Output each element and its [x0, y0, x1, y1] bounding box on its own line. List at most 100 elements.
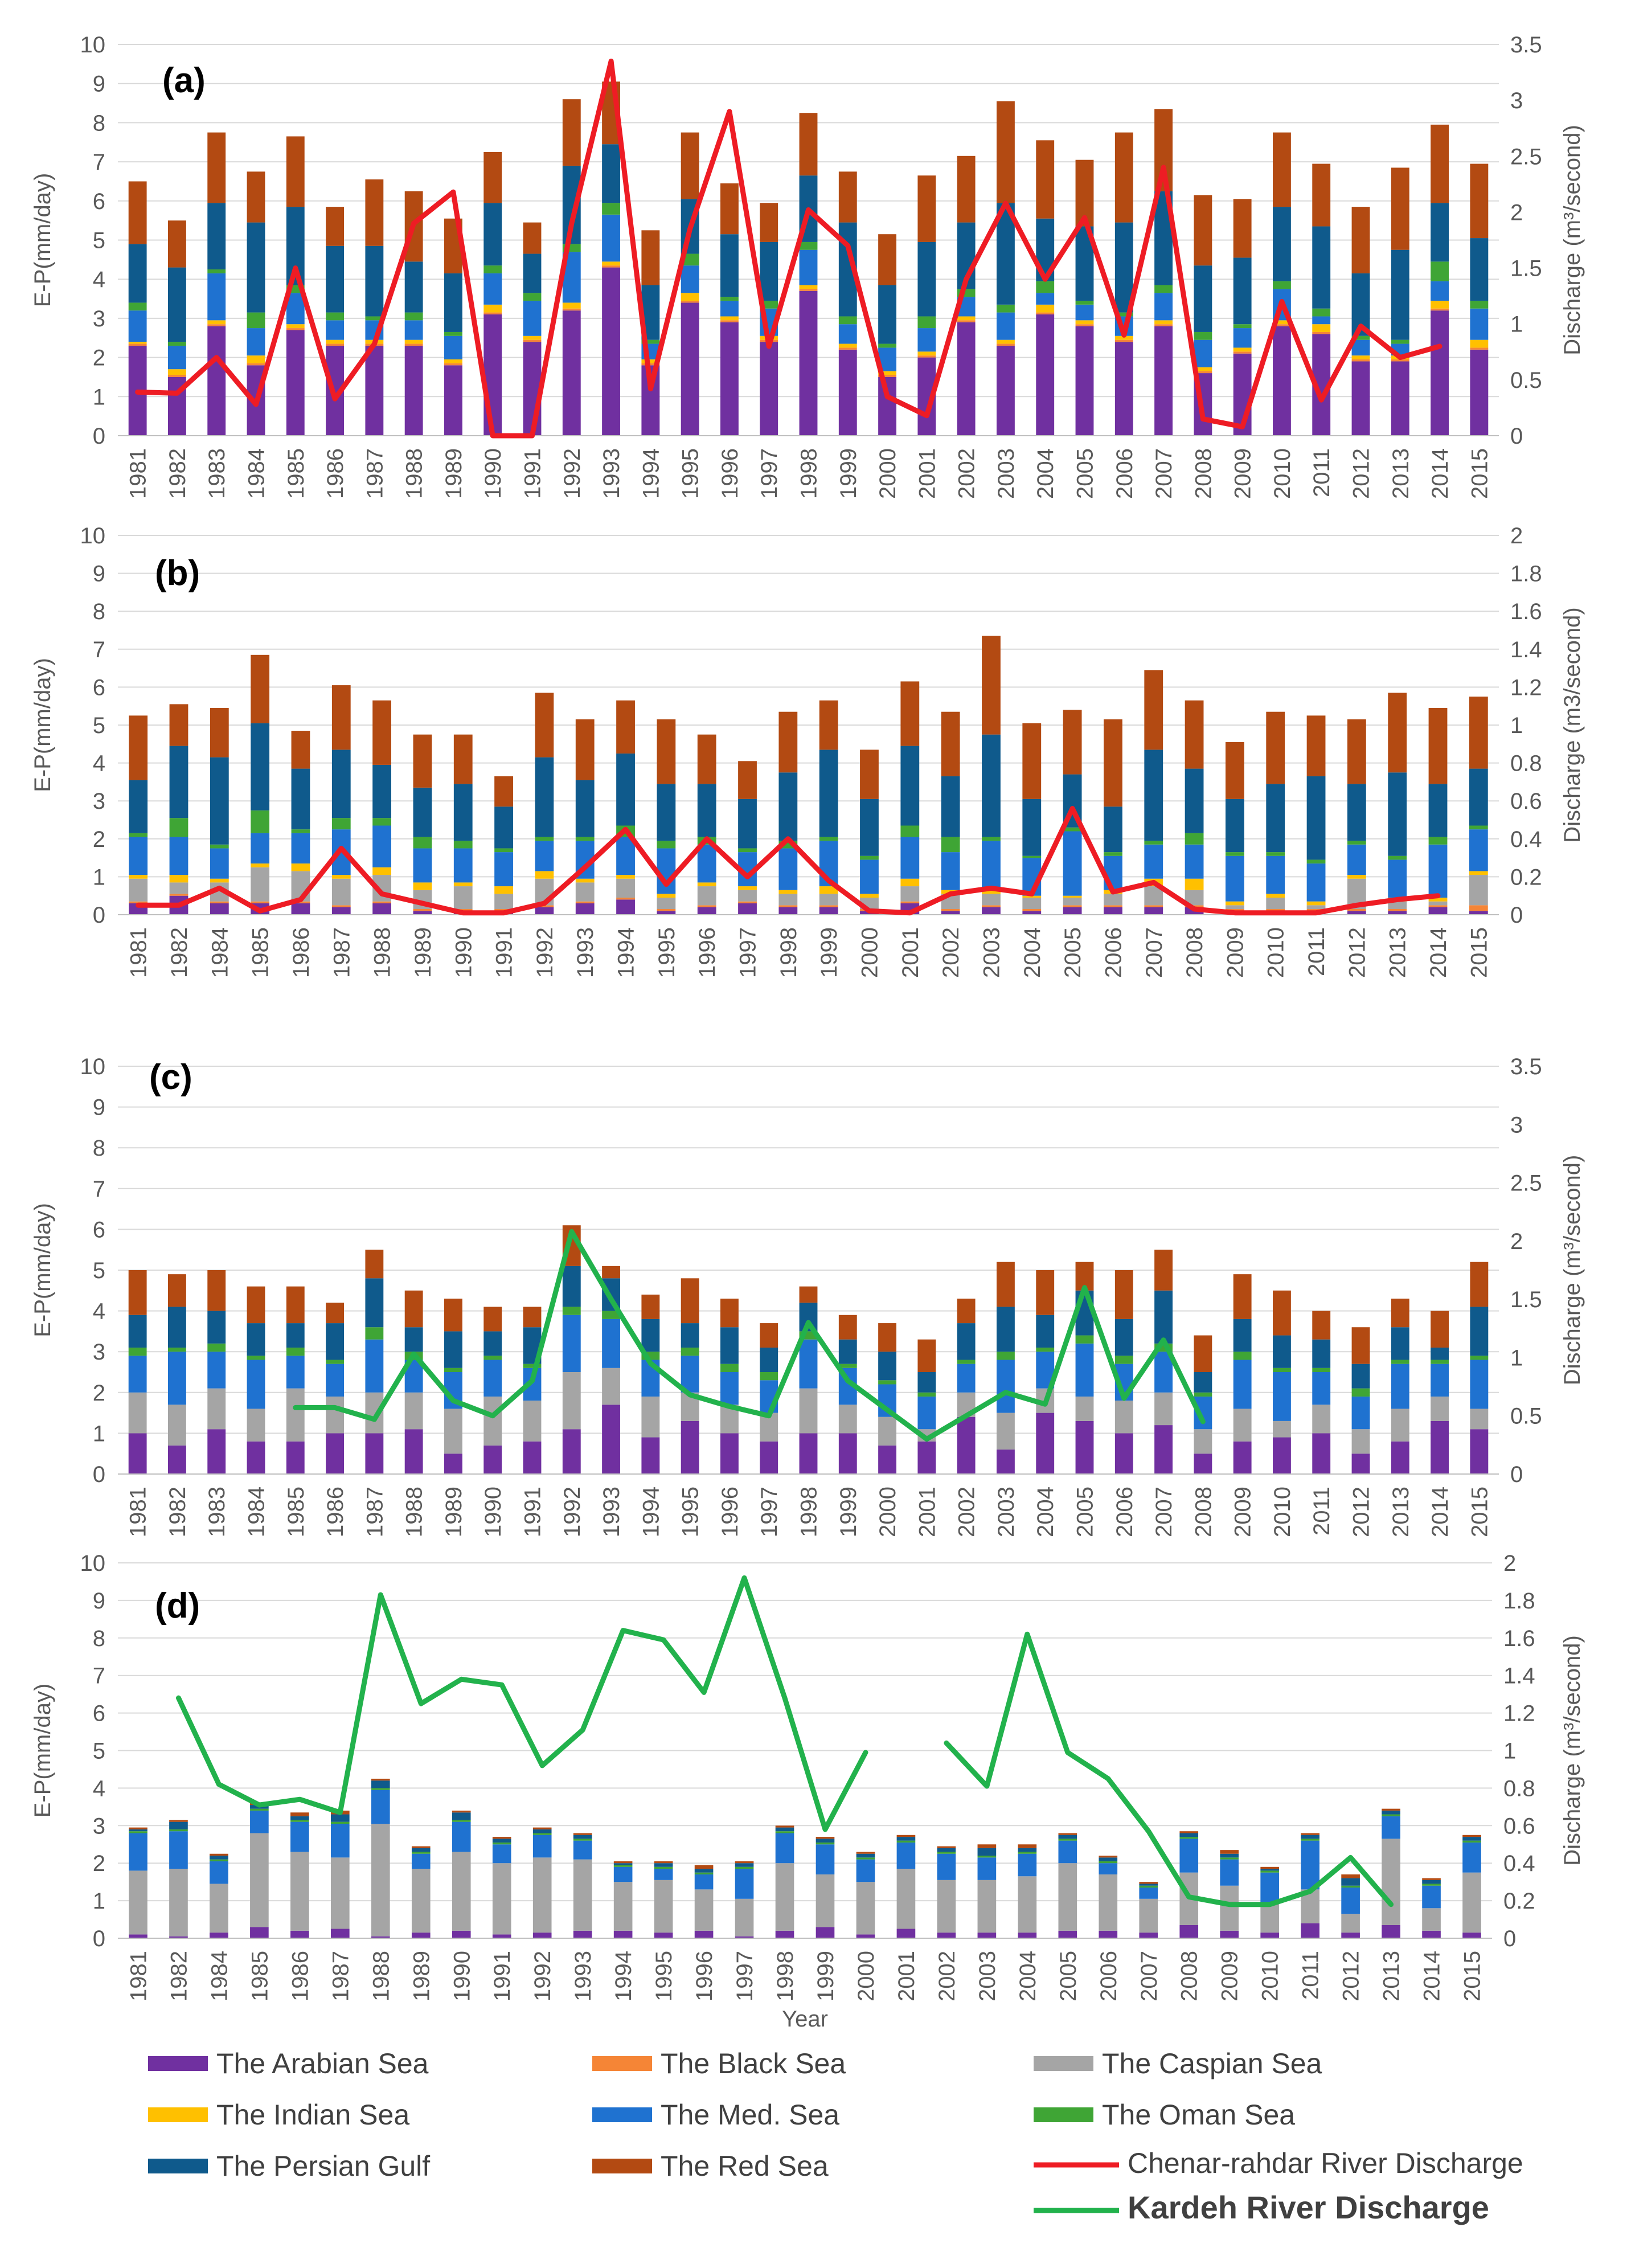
x-tick-label: 2002	[954, 448, 980, 499]
bar-segment	[1341, 1885, 1360, 1888]
bar-segment	[365, 1278, 384, 1328]
bar-segment	[286, 1441, 305, 1474]
x-tick-label: 2007	[1151, 448, 1177, 499]
bar-segment	[453, 734, 473, 784]
bar-segment	[413, 911, 432, 915]
bar-segment	[129, 1833, 147, 1871]
bar-segment	[562, 99, 581, 166]
y-tick-label: 9	[93, 562, 105, 587]
bar-segment	[1351, 355, 1370, 360]
bar-segment	[735, 1869, 754, 1899]
bar-segment	[483, 203, 502, 266]
bar-segment	[957, 1360, 976, 1364]
y2-tick-label: 1.6	[1503, 1626, 1535, 1651]
bar-segment	[694, 1930, 714, 1938]
bar-segment	[483, 265, 502, 273]
bar-segment	[1058, 1835, 1077, 1839]
bar-segment	[654, 1866, 673, 1869]
bar-segment	[738, 903, 757, 915]
x-tick-label: 2014	[1428, 448, 1453, 499]
x-tick-label: 2000	[854, 1951, 879, 2001]
bar-segment	[1154, 1290, 1173, 1344]
bar-segment	[523, 1401, 542, 1442]
bar-segment	[778, 772, 798, 841]
bar-segment	[616, 875, 635, 879]
bar-segment	[210, 1884, 228, 1933]
bar-segment	[128, 1392, 147, 1434]
bar-segment	[562, 1307, 581, 1315]
bar-segment	[602, 1266, 621, 1279]
y2-tick-label: 0	[1510, 424, 1523, 449]
bar-segment	[286, 328, 305, 330]
bar-segment	[1312, 1372, 1331, 1405]
bar-segment	[681, 1348, 699, 1356]
x-tick-label: 2008	[1191, 448, 1216, 499]
bar-segment	[483, 1360, 502, 1397]
x-tick-label: 2009	[1231, 448, 1256, 499]
bar-segment	[1179, 1837, 1199, 1839]
bar-segment	[1154, 1250, 1173, 1291]
bar-segment	[896, 1929, 916, 1938]
bar-segment	[900, 901, 920, 904]
x-tick-label: 2004	[1033, 448, 1058, 499]
bar-segment	[250, 1808, 269, 1811]
bar-segment	[365, 1327, 384, 1340]
legend-swatch	[148, 2107, 208, 2122]
bar-segment	[1260, 1869, 1279, 1871]
bar-segment	[1431, 300, 1449, 309]
bar-segment	[1470, 1429, 1489, 1474]
y-tick-label: 0	[93, 1462, 105, 1487]
bar-segment	[1470, 1360, 1489, 1409]
bar-segment	[1470, 1356, 1489, 1360]
bar-segment	[167, 1348, 186, 1352]
y-tick-label: 2	[93, 827, 105, 852]
x-tick-label: 2013	[1379, 1951, 1404, 2001]
bar-segment	[778, 890, 798, 894]
bar-segment	[371, 1790, 390, 1824]
bar-segment	[838, 171, 857, 223]
bar-segment	[1428, 905, 1448, 907]
bar-segment	[1022, 799, 1042, 856]
x-tick-label: 1982	[165, 448, 190, 499]
panel-label: (d)	[155, 1586, 200, 1626]
bar-segment	[1301, 1840, 1319, 1890]
bar-segment	[444, 1409, 462, 1454]
bar-segment	[535, 905, 554, 907]
bar-segment	[331, 875, 351, 879]
bar-segment	[1063, 898, 1082, 906]
bar-segment	[1194, 195, 1212, 266]
x-tick-label: 1993	[571, 1951, 596, 2001]
bar-segment	[1220, 1853, 1239, 1858]
bar-segment	[616, 837, 635, 875]
bars	[129, 636, 1488, 915]
bar-segment	[760, 1372, 778, 1381]
bar-segment	[1099, 1874, 1118, 1931]
bar-segment	[1144, 670, 1163, 750]
bar-segment	[657, 719, 676, 784]
x-tick-label: 1994	[611, 1951, 636, 2001]
bar-segment	[1114, 222, 1133, 313]
bar-segment	[1225, 905, 1244, 910]
bar-segment	[207, 1388, 226, 1430]
panel-label: (c)	[149, 1058, 192, 1097]
bar-segment	[1063, 905, 1082, 907]
bar-segment	[452, 1812, 471, 1820]
y2-tick-label: 2.5	[1510, 1171, 1542, 1196]
bar-segment	[1075, 320, 1094, 325]
x-tick-label: 2005	[1073, 1487, 1098, 1537]
legend-item: The Oman Sea	[1034, 2099, 1295, 2131]
bar-segment	[1306, 863, 1326, 902]
x-tick-label: 2004	[1015, 1951, 1040, 2001]
bar-segment	[1036, 312, 1055, 315]
legend-item: The Indian Sea	[148, 2099, 409, 2131]
x-tick-label: 1988	[368, 1951, 394, 2001]
bar-segment	[207, 326, 226, 436]
bar-segment	[996, 101, 1015, 203]
bar-segment	[1260, 1870, 1279, 1873]
x-tick-label: 2011	[1309, 448, 1334, 497]
y2-tick-label: 0.4	[1503, 1851, 1535, 1876]
bar-segment	[775, 1863, 794, 1931]
bar-segment	[799, 1286, 818, 1303]
bar-segment	[1469, 871, 1488, 875]
x-tick-label: 2003	[979, 927, 1004, 978]
